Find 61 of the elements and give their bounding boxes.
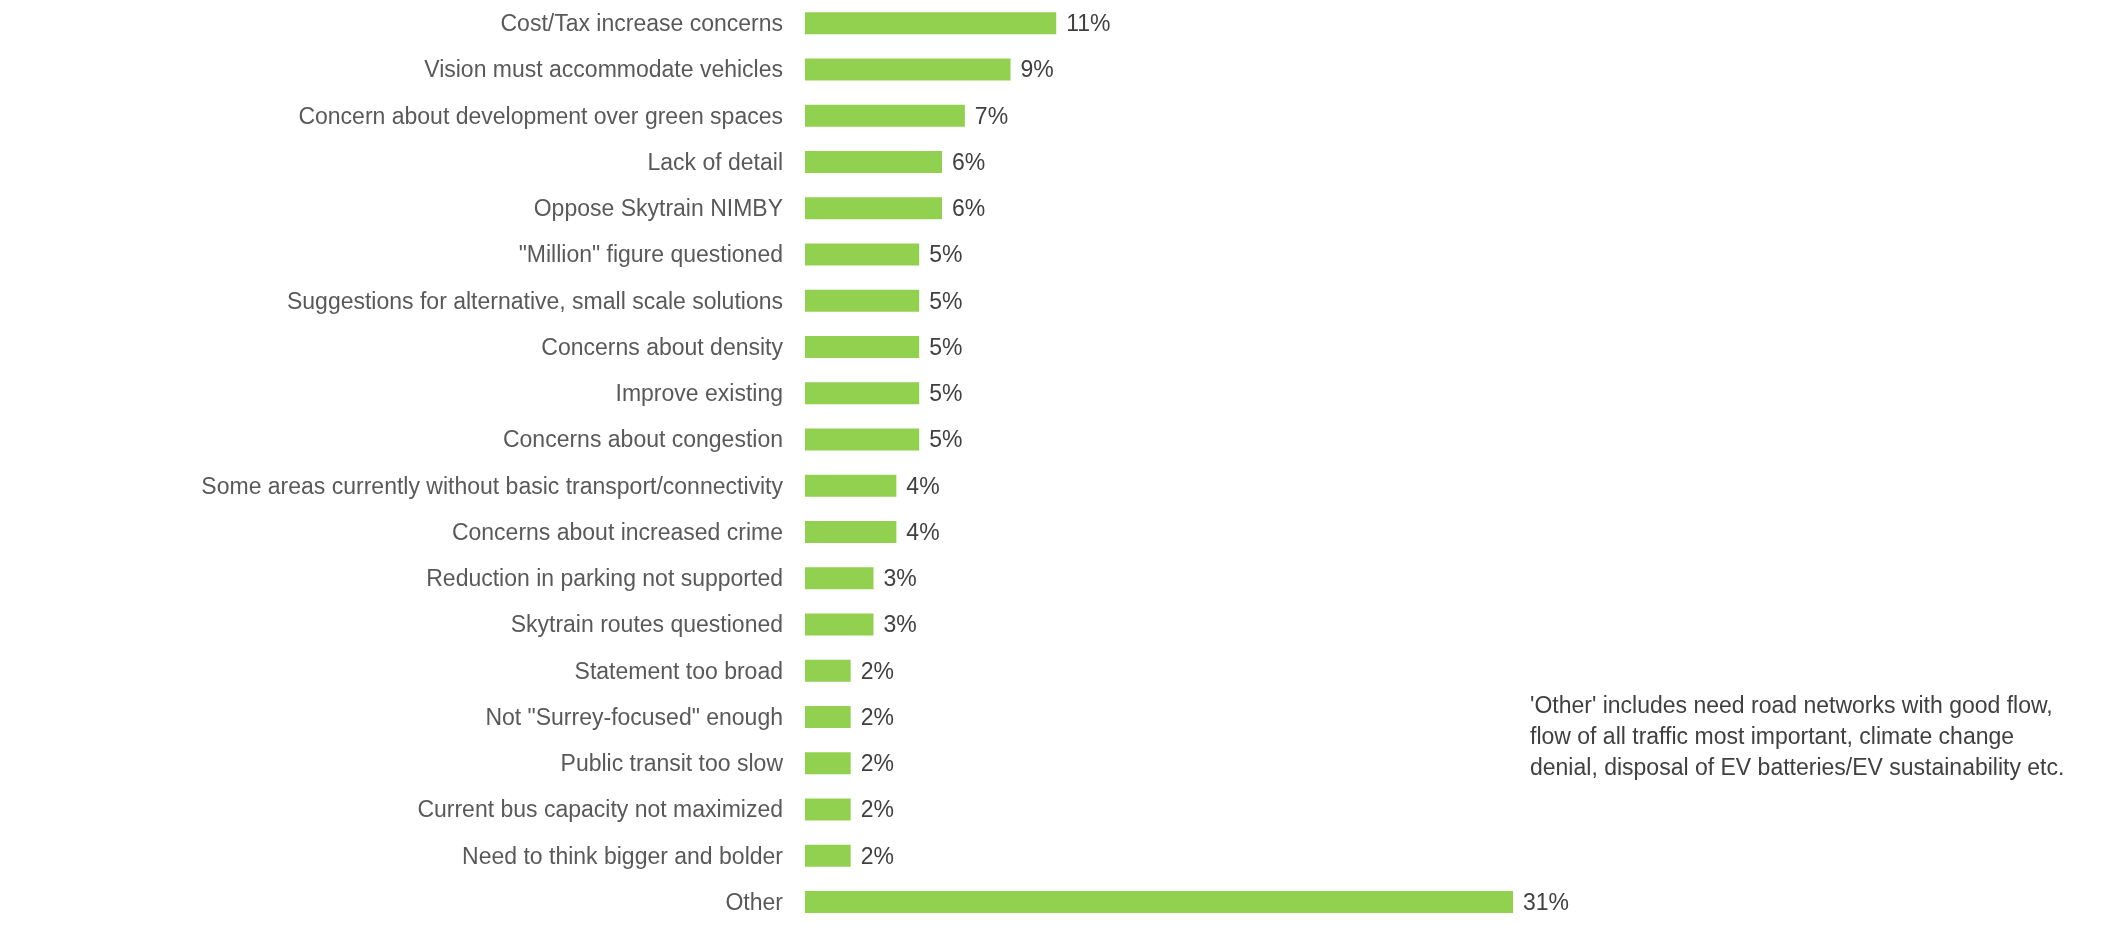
bar [805, 428, 920, 451]
data-label: 5% [929, 380, 963, 407]
bar [805, 474, 897, 497]
data-label: 4% [906, 472, 940, 499]
data-label: 5% [929, 287, 963, 314]
data-label: 5% [929, 333, 963, 360]
y-tick-label: Concerns about density [541, 333, 784, 360]
bar [805, 705, 851, 728]
data-label: 31% [1523, 888, 1570, 915]
text: 'Other' includes need road networks with good flow, flow of all traffic most important, climate change denial, disposal of EV batteries/EV sustainability etc. [1530, 691, 2066, 782]
data-label: 4% [906, 518, 940, 545]
bar [805, 382, 920, 405]
bar [805, 752, 851, 775]
bar [805, 150, 943, 173]
y-tick-label: Other [725, 888, 784, 915]
y-tick-label: Current bus capacity not maximized [417, 796, 783, 823]
bar [805, 798, 851, 821]
bar [805, 197, 943, 220]
y-tick-label: Public transit too slow [560, 750, 784, 777]
data-label: 5% [929, 241, 963, 268]
y-tick-label: Suggestions for alternative, small scale solutions [286, 287, 783, 314]
bar [805, 104, 965, 127]
data-label: 2% [860, 842, 894, 869]
y-tick-label: Oppose Skytrain NIMBY [533, 195, 783, 222]
y-tick-label: Concern about development over green spaces [298, 102, 783, 129]
y-tick-label: Reduction in parking not supported [426, 565, 783, 592]
y-tick-label: Cost/Tax increase concerns [500, 10, 783, 37]
data-label: 11% [1066, 10, 1111, 37]
data-label: 7% [974, 102, 1009, 129]
bar [805, 567, 874, 590]
y-tick-label: Not "Surrey-focused" enough [485, 703, 783, 730]
y-tick-label: Skytrain routes questioned [510, 611, 783, 638]
bar [805, 335, 920, 358]
data-label: 2% [860, 703, 894, 730]
y-tick-label: Need to think bigger and bolder [462, 842, 784, 869]
y-tick-label: Lack of detail [647, 148, 783, 175]
y-tick-label: Statement too broad [574, 657, 783, 684]
data-label: 6% [952, 148, 986, 175]
bar [805, 844, 851, 867]
data-label: 3% [883, 565, 917, 592]
y-tick-label: Some areas currently without basic transport/connectivity [201, 472, 784, 499]
y-tick-label: Improve existing [615, 380, 783, 407]
data-label: 6% [952, 195, 986, 222]
bar [805, 12, 1057, 35]
bar [805, 890, 1513, 913]
bar [805, 243, 920, 266]
data-label: 2% [860, 750, 894, 777]
data-label: 2% [860, 796, 894, 823]
y-tick-label: Concerns about congestion [502, 426, 783, 453]
y-tick-label: Vision must accommodate vehicles [424, 56, 783, 83]
y-tick-label: "Million" figure questioned [518, 241, 783, 268]
data-label: 3% [883, 611, 917, 638]
bar [805, 659, 851, 682]
data-label: 5% [929, 426, 963, 453]
data-label: 9% [1020, 56, 1054, 83]
data-label: 2% [860, 657, 894, 684]
y-tick-label: Concerns about increased crime [451, 518, 783, 545]
bar [805, 520, 897, 543]
bar [805, 289, 920, 312]
bar [805, 58, 1011, 81]
bar [805, 613, 874, 636]
